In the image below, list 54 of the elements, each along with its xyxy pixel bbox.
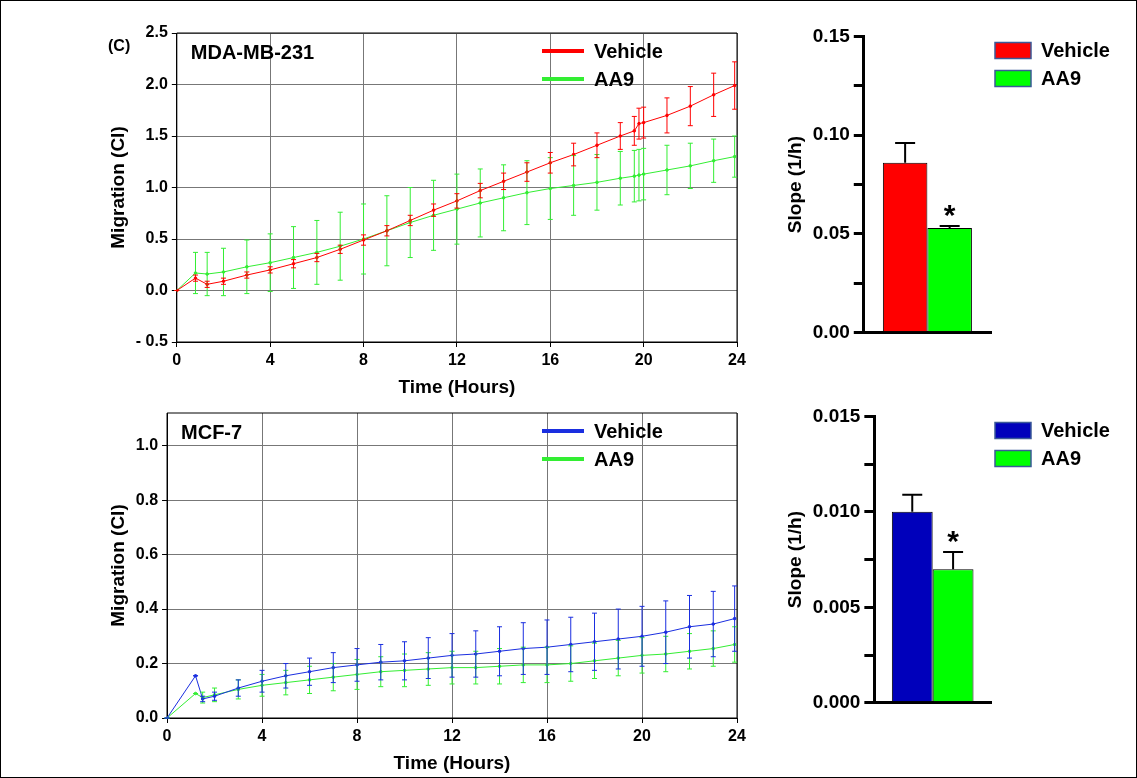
y-tick-label: 0.0 [145, 280, 168, 298]
y-tick-label: 0.2 [135, 653, 159, 671]
y-tick-label: 1.0 [145, 177, 168, 195]
y-tick-label: 0.015 [812, 404, 861, 426]
y-tick-label: 0.0 [135, 708, 159, 726]
legend-label: Vehicle [594, 419, 663, 442]
y-tick-label: 2.0 [145, 74, 168, 92]
legend-label: AA9 [594, 67, 635, 90]
x-tick-label: 4 [257, 727, 267, 745]
x-tick-label: 20 [633, 727, 652, 745]
y-tick-label: 0.005 [812, 595, 861, 617]
y-tick-label: 1.0 [135, 436, 159, 454]
y-tick-label: 0.000 [812, 691, 861, 713]
x-tick-label: 8 [359, 351, 369, 369]
y-tick-label: 2.5 [145, 23, 168, 41]
y-tick-label: 0.10 [812, 123, 850, 145]
annotation: * [947, 524, 960, 558]
x-axis-title: Time (Hours) [393, 751, 511, 773]
legend-label: AA9 [594, 447, 635, 470]
legend-label: Vehicle [1041, 418, 1110, 441]
annotation: * [943, 198, 956, 232]
y-tick-label: 0.4 [135, 599, 159, 617]
y-tick-label: 0.00 [812, 321, 850, 343]
x-axis-title: Time (Hours) [398, 375, 516, 397]
x-tick-label: 24 [728, 351, 746, 369]
y-tick-label: - 0.5 [135, 332, 168, 350]
y-tick-label: 1.5 [145, 126, 168, 144]
x-tick-label: 8 [352, 727, 362, 745]
x-tick-label: 16 [538, 727, 557, 745]
chart-title: MCF-7 [181, 420, 243, 443]
text: (C) [108, 37, 131, 55]
x-tick-label: 0 [162, 727, 172, 745]
y-axis-title: Migration (CI) [106, 126, 128, 249]
x-tick-label: 24 [728, 727, 746, 745]
x-tick-label: 4 [265, 351, 275, 369]
x-tick-label: 12 [448, 351, 466, 369]
legend-label: Vehicle [594, 39, 663, 62]
legend-label: AA9 [1041, 66, 1082, 89]
x-tick-label: 12 [443, 727, 462, 745]
y-tick-label: 0.6 [135, 545, 159, 563]
y-tick-label: 0.8 [135, 490, 159, 508]
y-axis-title: Slope (1/h) [783, 511, 805, 609]
y-tick-label: 0.05 [812, 222, 851, 244]
x-tick-label: 20 [634, 351, 653, 369]
y-tick-label: 0.15 [812, 24, 851, 46]
y-tick-label: 0.5 [145, 229, 168, 247]
y-axis-title: Migration (CI) [106, 504, 128, 627]
chart-title: MDA-MB-231 [190, 40, 315, 63]
y-axis-title: Slope (1/h) [783, 136, 805, 234]
x-tick-label: 16 [541, 351, 560, 369]
x-tick-label: 0 [172, 351, 182, 369]
y-tick-label: 0.010 [812, 500, 861, 522]
legend-label: Vehicle [1041, 38, 1110, 61]
legend-label: AA9 [1041, 446, 1082, 469]
